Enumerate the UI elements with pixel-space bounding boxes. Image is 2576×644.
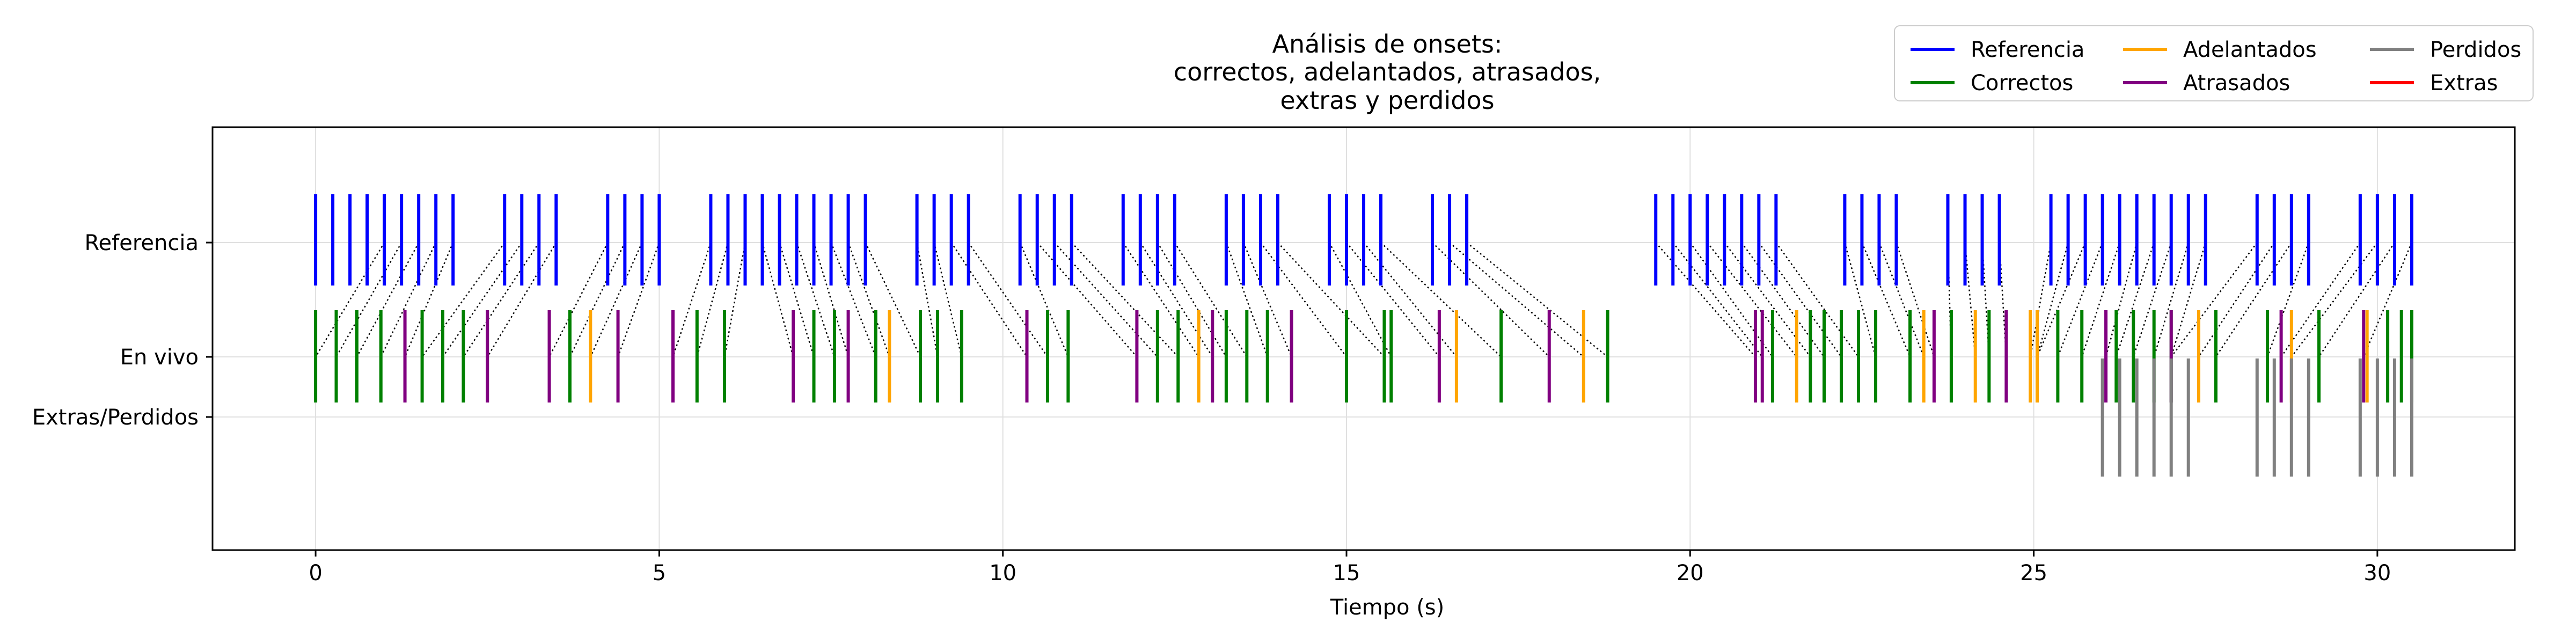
match-connector xyxy=(1775,242,1860,357)
legend-label-correctos: Correctos xyxy=(1971,71,2073,96)
match-connector xyxy=(1174,242,1248,357)
connector-lines xyxy=(315,242,2413,357)
match-connector xyxy=(1449,242,1584,357)
match-connector xyxy=(796,242,836,357)
legend: Referencia Correctos Adelantados Atrasados P… xyxy=(1894,25,2534,101)
match-connector xyxy=(2170,242,2258,357)
x-tick-label: 15 xyxy=(1333,561,1360,586)
match-connector xyxy=(1896,242,1935,357)
match-connector xyxy=(1466,242,1608,357)
title-line-3: extras y perdidos xyxy=(1280,86,1494,115)
x-tick-label: 5 xyxy=(653,561,666,586)
match-connector xyxy=(1242,242,1292,357)
match-connector xyxy=(1964,242,1976,357)
title-line-1: Análisis de onsets: xyxy=(1272,30,1503,58)
match-connector xyxy=(2153,242,2189,357)
y-axis: Referencia En vivo Extras/Perdidos xyxy=(32,231,213,430)
match-connector xyxy=(1225,242,1268,357)
match-connector xyxy=(1758,242,1842,357)
x-tick-label: 30 xyxy=(2363,561,2391,586)
match-connector xyxy=(380,242,437,357)
match-connector xyxy=(1071,242,1179,357)
match-connector xyxy=(335,242,402,357)
match-connector xyxy=(590,242,643,357)
match-connector xyxy=(1844,242,1877,357)
legend-label-atrasados: Atrasados xyxy=(2183,71,2290,96)
match-connector xyxy=(1157,242,1227,357)
event-marks xyxy=(314,194,2413,477)
match-connector xyxy=(2036,242,2086,357)
match-connector xyxy=(1878,242,1924,357)
chart-title: Análisis de onsets: correctos, adelantad… xyxy=(1174,30,1601,115)
match-connector xyxy=(463,242,540,357)
x-tick-label: 20 xyxy=(1677,561,1704,586)
match-connector xyxy=(2266,242,2309,357)
match-connector xyxy=(672,242,712,357)
match-connector xyxy=(315,242,385,357)
y-tick-label: Referencia xyxy=(85,231,199,255)
match-connector xyxy=(779,242,815,357)
x-axis: 0 5 10 15 20 25 30 xyxy=(309,550,2391,586)
match-connector xyxy=(950,242,1028,357)
match-connector xyxy=(2116,242,2155,357)
match-connector xyxy=(421,242,506,357)
legend-label-adelantados: Adelantados xyxy=(2183,38,2317,62)
y-tick-label: Extras/Perdidos xyxy=(32,405,199,430)
match-connector xyxy=(1346,242,1440,357)
match-connector xyxy=(830,242,876,357)
match-connector xyxy=(1122,242,1199,357)
match-connector xyxy=(2363,242,2413,357)
x-tick-label: 10 xyxy=(989,561,1016,586)
match-connector xyxy=(1139,242,1213,357)
match-connector xyxy=(2170,242,2206,357)
match-connector xyxy=(2280,242,2361,357)
match-connector xyxy=(1707,242,1797,357)
x-tick-label: 25 xyxy=(2020,561,2047,586)
x-tick-label: 0 xyxy=(309,561,322,586)
grid-lines xyxy=(213,127,2515,550)
match-connector xyxy=(762,242,794,357)
match-connector xyxy=(1861,242,1911,357)
match-connector xyxy=(356,242,420,357)
match-connector xyxy=(2198,242,2275,357)
y-tick-label: En vivo xyxy=(120,345,199,370)
match-connector xyxy=(1053,242,1158,357)
match-connector xyxy=(813,242,849,357)
legend-label-extras: Extras xyxy=(2430,71,2498,96)
match-connector xyxy=(1277,242,1385,357)
legend-label-referencia: Referencia xyxy=(1971,38,2084,62)
match-connector xyxy=(2215,242,2292,357)
match-connector xyxy=(1689,242,1773,357)
match-connector xyxy=(617,242,660,357)
match-connector xyxy=(1432,242,1550,357)
plot-area-frame xyxy=(211,126,2516,551)
match-connector xyxy=(1380,242,1502,357)
match-connector xyxy=(2081,242,2120,357)
match-connector xyxy=(865,242,921,357)
x-axis-label: Tiempo (s) xyxy=(1330,595,1445,620)
match-connector xyxy=(1019,242,1069,357)
match-connector xyxy=(2133,242,2172,357)
match-connector xyxy=(442,242,523,357)
match-connector xyxy=(1328,242,1392,357)
match-connector xyxy=(1672,242,1763,357)
match-connector xyxy=(2057,242,2103,357)
legend-label-perdidos: Perdidos xyxy=(2430,38,2521,62)
match-connector xyxy=(487,242,557,357)
match-connector xyxy=(968,242,1048,357)
match-connector xyxy=(2036,242,2069,357)
title-line-2: correctos, adelantados, atrasados, xyxy=(1174,57,1601,86)
match-connector xyxy=(404,242,454,357)
match-connector xyxy=(847,242,890,357)
match-connector xyxy=(1260,242,1347,357)
match-connector xyxy=(1363,242,1457,357)
match-connector xyxy=(2318,242,2395,357)
